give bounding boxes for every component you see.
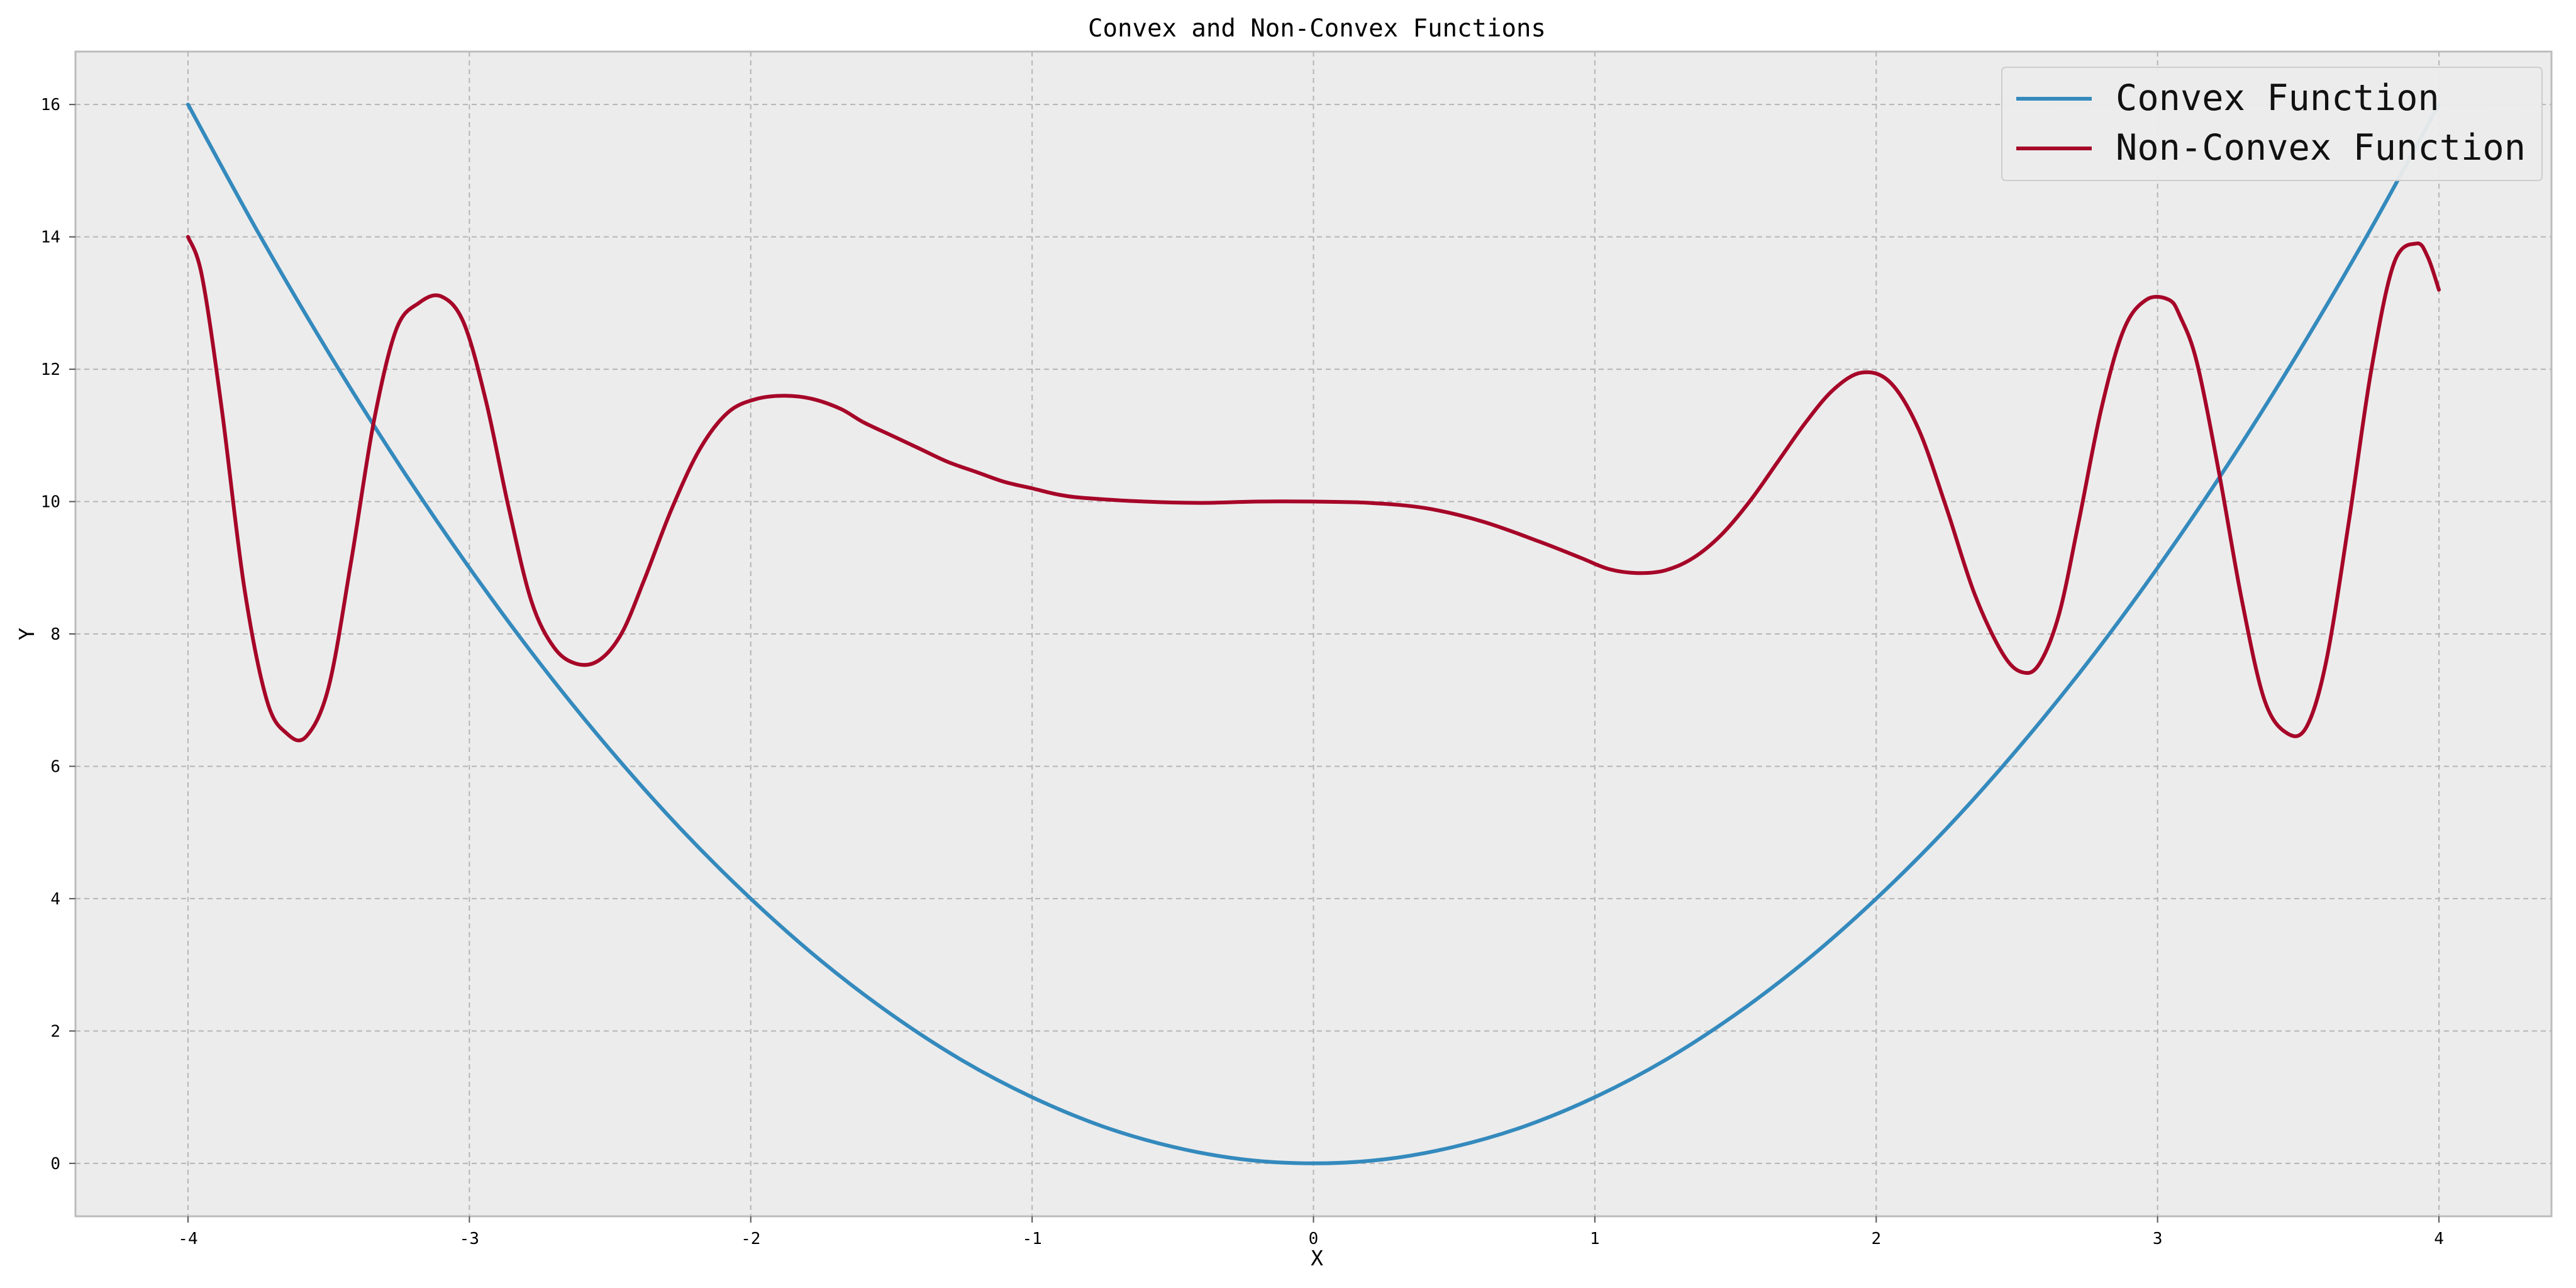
legend-label-convex: Convex Function <box>2116 77 2440 119</box>
x-tick-label: -3 <box>460 1230 479 1248</box>
y-tick-label: 0 <box>50 1155 60 1174</box>
y-tick-label: 12 <box>41 360 60 379</box>
legend-frame <box>2001 67 2543 181</box>
x-tick-label: 0 <box>1309 1230 1319 1248</box>
x-tick-label: 2 <box>1871 1230 1881 1248</box>
x-axis-label: X <box>1311 1246 1323 1270</box>
y-tick-label: 10 <box>41 493 60 512</box>
y-tick-label: 6 <box>50 757 60 776</box>
y-tick-label: 8 <box>50 625 60 644</box>
legend: Convex Function Non-Convex Function <box>2001 67 2543 181</box>
y-tick-label: 16 <box>41 96 60 114</box>
series-line-non-convex <box>186 235 2441 743</box>
y-axis-label: Y <box>14 628 39 640</box>
x-tick-label: 4 <box>2434 1230 2444 1248</box>
x-tick-label: 3 <box>2153 1230 2163 1248</box>
x-tick-label: -2 <box>741 1230 760 1248</box>
chart-title: Convex and Non-Convex Functions <box>1088 14 1546 43</box>
y-tick-label: 2 <box>50 1022 60 1041</box>
x-tick-label: 1 <box>1590 1230 1600 1248</box>
x-tick-label: -1 <box>1022 1230 1041 1248</box>
series-line-convex <box>186 103 2441 1165</box>
y-tick-label: 4 <box>50 890 60 909</box>
series-layer <box>186 103 2441 1165</box>
x-tick-label: -4 <box>178 1230 197 1248</box>
legend-label-non-convex: Non-Convex Function <box>2116 127 2526 169</box>
y-tick-label: 14 <box>41 228 60 247</box>
